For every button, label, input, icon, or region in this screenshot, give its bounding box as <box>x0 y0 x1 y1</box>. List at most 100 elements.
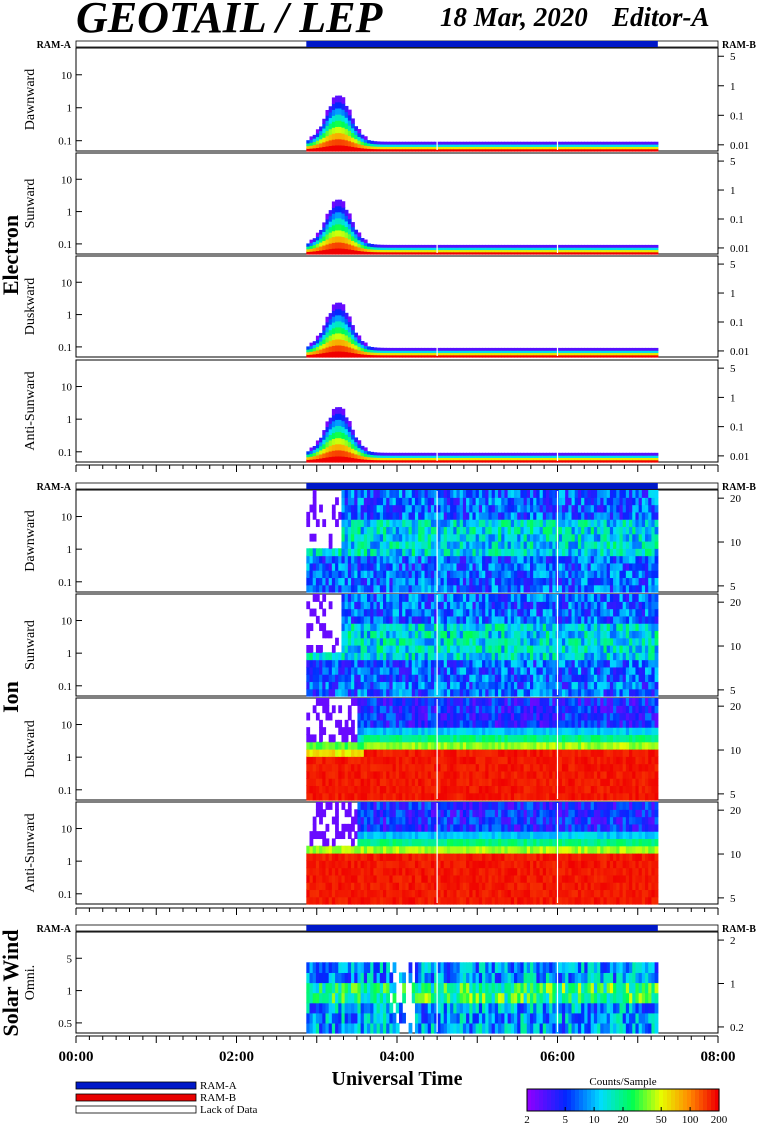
spectrogram-cell <box>606 570 611 579</box>
spectrogram-cell <box>398 601 403 610</box>
spectrogram-cell <box>494 490 499 498</box>
spectrogram-cell <box>398 244 403 248</box>
spectrogram-cell <box>456 247 461 251</box>
spectrogram-cell <box>319 601 323 610</box>
spectrogram-cell <box>482 519 486 528</box>
spectrogram-cell <box>510 659 515 668</box>
spectrogram-cell <box>453 659 458 668</box>
spectrogram-cell <box>539 570 544 579</box>
spectrogram-cell <box>558 354 563 358</box>
spectrogram-cell <box>344 209 349 216</box>
spectrogram-cell <box>405 688 410 697</box>
spectrogram-cell <box>619 562 624 571</box>
spectrogram-cell <box>545 455 550 459</box>
spectrogram-cell <box>568 584 573 593</box>
spectrogram-cell <box>498 541 502 549</box>
spectrogram-cell <box>466 584 470 593</box>
spectrogram-cell <box>520 455 525 459</box>
spectrogram-cell <box>625 652 630 661</box>
spectrogram-cell <box>645 519 649 528</box>
spectrogram-cell <box>539 141 544 145</box>
spectrogram-cell <box>456 637 461 646</box>
spectrogram-cell <box>494 570 499 579</box>
spectrogram-cell <box>568 247 573 251</box>
spectrogram-cell <box>418 688 422 697</box>
spectrogram-cell <box>536 533 541 542</box>
spectrogram-cell <box>475 623 480 632</box>
spectrogram-cell <box>629 148 633 152</box>
spectrogram-cell <box>450 674 454 683</box>
spectrogram-cell <box>593 354 598 358</box>
spectrogram-cell <box>341 315 346 323</box>
spectrogram-cell <box>549 548 553 557</box>
spectrogram-cell <box>472 666 477 675</box>
spectrogram-cell <box>568 457 573 461</box>
spectrogram-cell <box>319 688 323 697</box>
spectrogram-cell <box>587 519 592 528</box>
spectrogram-cell <box>430 490 435 498</box>
spectrogram-cell <box>469 623 474 632</box>
spectrogram-cell <box>459 144 464 147</box>
spectrogram-cell <box>529 251 534 255</box>
spectrogram-cell <box>398 141 403 145</box>
spectrogram-cell <box>475 497 480 506</box>
spectrogram-cell <box>424 541 429 549</box>
spectrogram-cell <box>549 645 553 653</box>
spectrogram-cell <box>581 144 585 147</box>
spectrogram-cell <box>322 666 327 675</box>
spectrogram-cell <box>603 652 608 661</box>
spectrogram-cell <box>338 449 343 457</box>
spectrogram-cell <box>565 548 569 557</box>
spectrogram-cell <box>427 519 432 528</box>
spectrogram-cell <box>424 630 429 639</box>
spectrogram-cell <box>357 497 362 506</box>
spectrogram-cell <box>581 457 585 461</box>
spectrogram-cell <box>494 548 499 557</box>
spectrogram-cell <box>379 347 384 351</box>
spectrogram-cell <box>469 455 474 459</box>
spectrogram-cell <box>363 136 368 140</box>
spectrogram-cell <box>328 423 333 430</box>
spectrogram-cell <box>335 101 339 109</box>
spectrogram-cell <box>331 688 336 697</box>
spectrogram-cell <box>574 511 579 520</box>
spectrogram-cell <box>411 659 416 668</box>
spectrogram-cell <box>558 548 563 557</box>
spectrogram-cell <box>383 354 387 358</box>
spectrogram-cell <box>539 608 544 617</box>
spectrogram-cell <box>434 459 438 463</box>
spectrogram-cell <box>526 681 531 690</box>
spectrogram-cell <box>600 533 605 542</box>
spectrogram-cell <box>568 144 573 147</box>
spectrogram-cell <box>456 608 461 617</box>
spectrogram-cell <box>558 141 563 145</box>
spectrogram-cell <box>347 533 352 542</box>
spectrogram-cell <box>606 251 611 255</box>
spectrogram-cell <box>517 455 522 459</box>
spectrogram-cell <box>347 541 352 549</box>
spectrogram-cell <box>549 247 553 251</box>
spectrogram-cell <box>536 141 541 145</box>
spectrogram-cell <box>545 249 550 253</box>
spectrogram-cell <box>335 138 339 146</box>
spectrogram-cell <box>606 504 611 513</box>
spectrogram-cell <box>584 630 589 639</box>
spectrogram-cell <box>545 608 550 617</box>
spectrogram-cell <box>606 244 611 248</box>
spectrogram-cell <box>549 608 553 617</box>
spectrogram-cell <box>398 497 403 506</box>
spectrogram-cell <box>507 526 512 535</box>
spectrogram-cell <box>622 457 627 461</box>
spectrogram-cell <box>319 449 323 455</box>
spectrogram-cell <box>619 350 624 354</box>
spectrogram-cell <box>536 490 541 498</box>
spectrogram-cell <box>613 455 617 459</box>
spectrogram-cell <box>584 504 589 513</box>
spectrogram-cell <box>561 519 566 528</box>
spectrogram-cell <box>315 342 320 347</box>
spectrogram-cell <box>568 652 573 661</box>
spectrogram-cell <box>383 608 387 617</box>
spectrogram-cell <box>536 347 541 351</box>
spectrogram-cell <box>469 249 474 253</box>
spectrogram-cell <box>523 352 528 356</box>
